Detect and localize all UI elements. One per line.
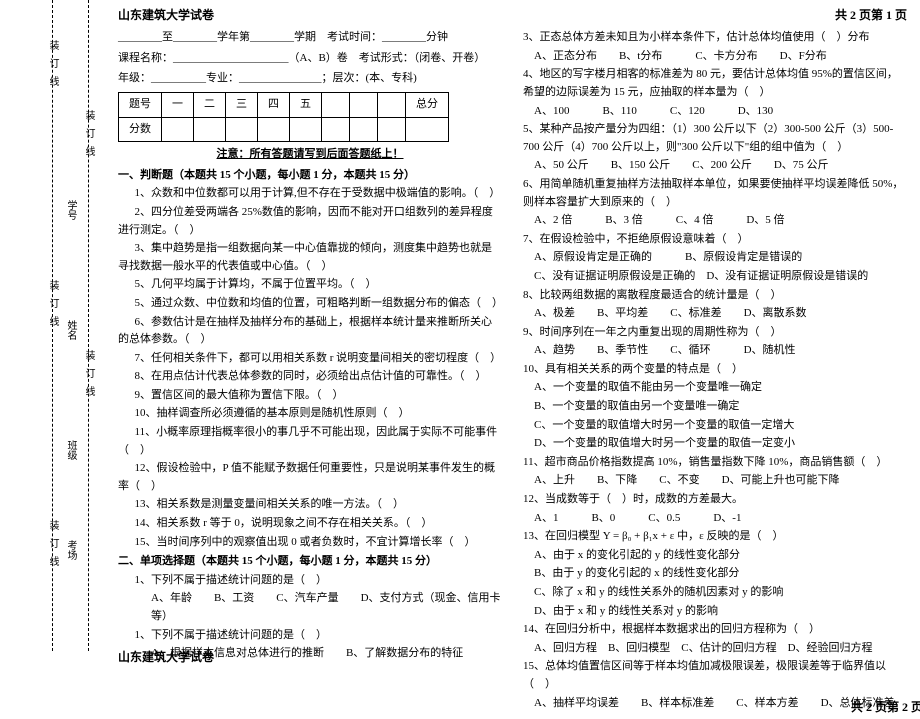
- score-cell: [406, 117, 449, 142]
- score-cell: 分数: [119, 117, 162, 142]
- side-xh: 学号: [62, 200, 78, 220]
- s1-item: 3、集中趋势是指一组数据向某一中心值靠拢的倾向，测度集中趋势也就是寻找数据一般水…: [118, 240, 502, 275]
- score-col: 二: [194, 92, 226, 117]
- right-item: 10、具有相关关系的两个变量的特点是（ ）: [523, 361, 907, 379]
- notice: 注意：所有答题请写到后面答题纸上！: [118, 146, 502, 164]
- dash-inner: [88, 0, 89, 651]
- s1-item: 14、相关系数 r 等于 0，说明现象之间不存在相关关系。（ ）: [118, 515, 502, 533]
- s2-q1: 1、下列不属于描述统计问题的是（ ）: [118, 572, 502, 590]
- score-cell: [290, 117, 322, 142]
- right-item: C、没有证据证明原假设是正确的 D、没有证据证明原假设是错误的: [523, 268, 907, 286]
- right-item: 9、时间序列在一年之内重复出现的周期性称为（ ）: [523, 324, 907, 342]
- score-table: 题号一二三四五 总分 分数: [118, 92, 449, 142]
- side-kc: 考场: [62, 540, 78, 560]
- right-item: 5、某种产品按产量分为四组：（1）300 公斤以下（2）300-500 公斤（3…: [523, 121, 907, 156]
- right-item: A、上升 B、下降 C、不变 D、可能上升也可能下降: [523, 472, 907, 490]
- binding-text-5: 装订线: [44, 520, 60, 574]
- right-item: A、回归方程 B、回归模型 C、估计的回归方程 D、经验回归方程: [523, 640, 907, 658]
- s1-item: 5、通过众数、中位数和均值的位置，可粗略判断一组数据分布的偏态（ ）: [118, 295, 502, 313]
- right-item: A、正态分布 B、t分布 C、卡方分布 D、F分布: [523, 48, 907, 66]
- s1-item: 9、置信区间的最大值称为置信下限。（ ）: [118, 387, 502, 405]
- right-item: A、趋势 B、季节性 C、循环 D、随机性: [523, 342, 907, 360]
- right-item: C、一个变量的取值增大时另一个变量的取值一定增大: [523, 417, 907, 435]
- footer-univ-left: 山东建筑大学试卷: [118, 648, 214, 667]
- score-cell: [226, 117, 258, 142]
- right-item: B、由于 y 的变化引起的 x 的线性变化部分: [523, 565, 907, 583]
- right-item: A、2 倍 B、3 倍 C、4 倍 D、5 倍: [523, 212, 907, 230]
- binding-text-4: 装订线: [80, 350, 96, 404]
- right-item: A、100 B、110 C、120 D、130: [523, 103, 907, 121]
- score-col: [350, 92, 378, 117]
- score-cell: [194, 117, 226, 142]
- right-item: 11、超市商品价格指数提高 10%，销售量指数下降 10%，商品销售额（ ）: [523, 454, 907, 472]
- right-item: 7、在假设检验中，不拒绝原假设意味着（ ）: [523, 231, 907, 249]
- score-col: 三: [226, 92, 258, 117]
- score-col: 一: [162, 92, 194, 117]
- s1-item: 15、当时间序列中的观察值出现 0 或者负数时，不宜计算增长率（ ）: [118, 534, 502, 552]
- univ-title: 山东建筑大学试卷: [118, 6, 214, 25]
- right-item: C、除了 x 和 y 的线性关系外的随机因素对 y 的影响: [523, 584, 907, 602]
- right-item: A、由于 x 的变化引起的 y 的线性变化部分: [523, 547, 907, 565]
- s1-item: 2、四分位差受两端各 25%数值的影响，因而不能对开口组数列的差异程度进行测定。…: [118, 204, 502, 239]
- right-item: 14、在回归分析中，根据样本数据求出的回归方程称为（ ）: [523, 621, 907, 639]
- score-col: 四: [258, 92, 290, 117]
- s1-item: 10、抽样调查所必须遵循的基本原则是随机性原则（ ）: [118, 405, 502, 423]
- right-item: A、极差 B、平均差 C、标准差 D、离散系数: [523, 305, 907, 323]
- form-line2: 课程名称：_____________________（A、B）卷 考试形式：（闭…: [118, 50, 502, 68]
- score-cell: [162, 117, 194, 142]
- side-xm: 姓名: [62, 320, 78, 340]
- form-line3: 年级：__________专业：_______________；层次：(本、专科…: [118, 70, 502, 88]
- s2-title: 二、单项选择题（本题共 15 个小题，每小题 1 分，本题共 15 分）: [118, 553, 502, 571]
- binding-text-2: 装订线: [80, 110, 96, 164]
- s1-item: 11、小概率原理指概率很小的事几乎不可能出现，因此属于实际不可能事件（ ）: [118, 424, 502, 459]
- score-col: [378, 92, 406, 117]
- page-num-1: 共 2 页第 1 页: [835, 6, 907, 25]
- s1-item: 5、几何平均属于计算均，不属于位置平均。（ ）: [118, 276, 502, 294]
- s2-q2: 1、下列不属于描述统计问题的是（ ）: [118, 627, 502, 645]
- score-col: 总分: [406, 92, 449, 117]
- right-item: 6、用简单随机重复抽样方法抽取样本单位，如果要使抽样平均误差降低 50%，则样本…: [523, 176, 907, 211]
- binding-text-3: 装订线: [44, 280, 60, 334]
- page-left: 山东建筑大学试卷 ________至________学年第________学期 …: [110, 0, 510, 669]
- right-item: A、一个变量的取值不能由另一个变量唯一确定: [523, 379, 907, 397]
- right-item: 12、当成数等于（ ）时，成数的方差最大。: [523, 491, 907, 509]
- page-right: 共 2 页第 1 页 3、正态总体方差未知且为小样本条件下，估计总体均值使用（ …: [515, 0, 915, 719]
- right-item: A、原假设肯定是正确的 B、原假设肯定是错误的: [523, 249, 907, 267]
- binding-text-1: 装订线: [44, 40, 60, 94]
- right-item: A、50 公斤 B、150 公斤 C、200 公斤 D、75 公斤: [523, 157, 907, 175]
- right-item: D、一个变量的取值增大时另一个变量的取值一定变小: [523, 435, 907, 453]
- form-line1: ________至________学年第________学期 考试时间：____…: [118, 29, 502, 47]
- score-cell: [378, 117, 406, 142]
- right-item: A、1 B、0 C、0.5 D、-1: [523, 510, 907, 528]
- s1-item: 6、参数估计是在抽样及抽样分布的基础上，根据样本统计量来推断所关心的总体参数。（…: [118, 314, 502, 349]
- score-cell: [322, 117, 350, 142]
- right-item: B、一个变量的取值由另一个变量唯一确定: [523, 398, 907, 416]
- s1-item: 8、在用点估计代表总体参数的同时，必须给出点估计值的可靠性。（ ）: [118, 368, 502, 386]
- s1-item: 12、假设检验中，P 值不能赋予数据任何重要性，只是说明某事件发生的概率（ ）: [118, 460, 502, 495]
- s2-q1-opts: A、年龄 B、工资 C、汽车产量 D、支付方式（现金、信用卡等）: [118, 590, 502, 625]
- right-item: 3、正态总体方差未知且为小样本条件下，估计总体均值使用（ ）分布: [523, 29, 907, 47]
- score-col: 五: [290, 92, 322, 117]
- s1-item: 7、任何相关条件下，都可以用相关系数 r 说明变量间相关的密切程度（ ）: [118, 350, 502, 368]
- right-item: D、由于 x 和 y 的线性关系对 y 的影响: [523, 603, 907, 621]
- score-cell: [258, 117, 290, 142]
- right-item: 4、地区的写字楼月相客的标准差为 80 元，要估计总体均值 95%的置信区间，希…: [523, 66, 907, 101]
- score-col: 题号: [119, 92, 162, 117]
- s1-item: 1、众数和中位数都可以用于计算,但不存在于受数据中极端值的影响。（ ）: [118, 185, 502, 203]
- s1-item: 13、相关系数是测量变量间相关关系的唯一方法。（ ）: [118, 496, 502, 514]
- right-item: 15、总体均值置信区间等于样本均值加减极限误差，极限误差等于临界值以（ ）: [523, 658, 907, 693]
- right-item: 13、在回归模型 Y = β₀ + β₁x + ε 中，ε 反映的是（ ）: [523, 528, 907, 546]
- page-num-2: 共 2 页第 2 页: [851, 698, 920, 717]
- score-cell: [350, 117, 378, 142]
- right-item: 8、比较两组数据的离散程度最适合的统计量是（ ）: [523, 287, 907, 305]
- s1-title: 一、判断题（本题共 15 个小题，每小题 1 分，本题共 15 分）: [118, 167, 502, 185]
- side-bj: 班级: [62, 440, 78, 460]
- score-col: [322, 92, 350, 117]
